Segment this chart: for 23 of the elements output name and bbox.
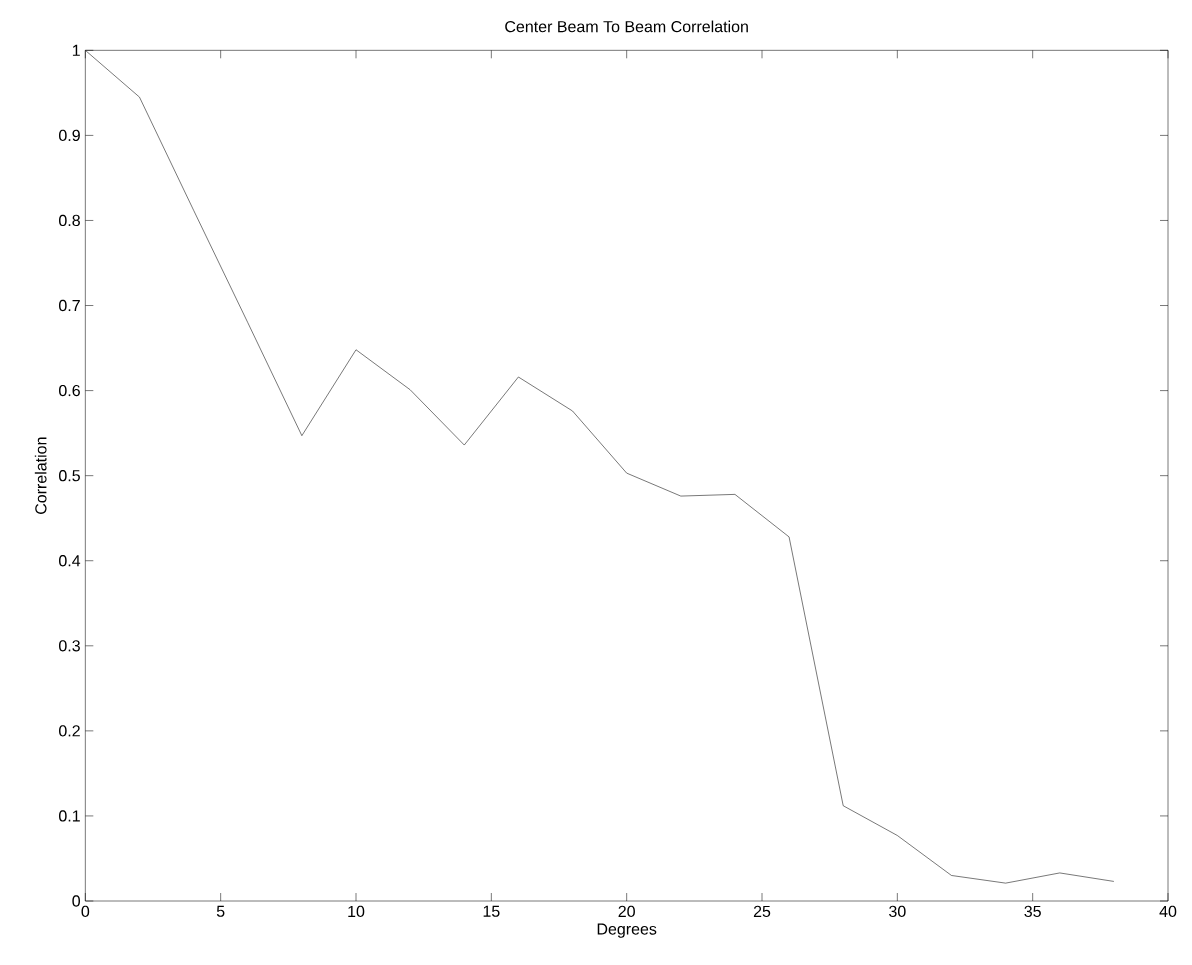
x-tick-label: 0 xyxy=(81,905,90,918)
x-tick-label: 10 xyxy=(348,905,365,918)
y-tick-label: 0.9 xyxy=(59,129,80,142)
y-tick-label: 0.4 xyxy=(59,555,81,567)
x-axis-title: Degrees xyxy=(597,923,657,938)
y-tick-label: 0.2 xyxy=(59,725,80,737)
x-tick-label: 20 xyxy=(618,905,635,918)
y-tick-label: 0.7 xyxy=(59,299,80,312)
x-tick-label: 5 xyxy=(216,905,225,917)
y-tick-label: 0.1 xyxy=(59,810,80,822)
y-tick-label: 0.5 xyxy=(59,470,80,482)
x-tick-label: 40 xyxy=(1159,905,1177,918)
x-tick-label: 15 xyxy=(483,905,500,917)
y-tick-label: 0 xyxy=(72,895,81,907)
y-tick-label: 0.6 xyxy=(59,384,80,397)
chart-title: Center Beam To Beam Correlation xyxy=(505,20,748,33)
x-tick-label: 25 xyxy=(753,905,771,918)
x-tick-label: 35 xyxy=(1024,905,1041,918)
y-tick-label: 0.3 xyxy=(59,640,80,652)
y-axis-title: Correlation xyxy=(34,437,47,514)
y-tick-label: 0.8 xyxy=(59,214,80,227)
y-tick-label: 1 xyxy=(72,44,80,56)
x-tick-label: 30 xyxy=(889,905,906,918)
